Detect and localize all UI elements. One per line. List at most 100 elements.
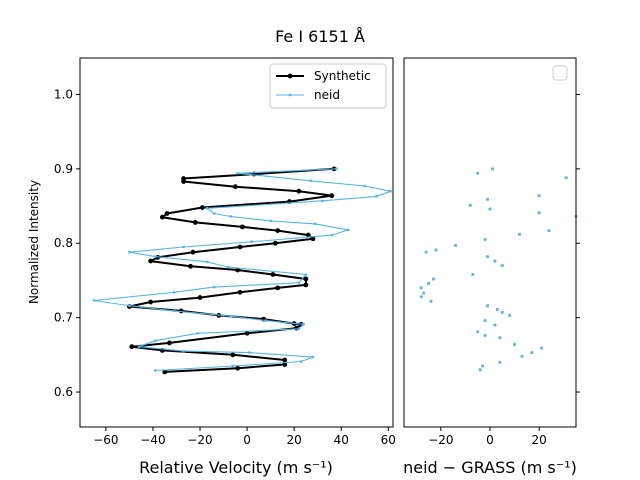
y-tick-label: 0.7 xyxy=(54,311,73,325)
residual-point xyxy=(486,197,489,201)
synthetic-point xyxy=(167,340,172,346)
neid-point xyxy=(269,219,272,223)
neid-point xyxy=(314,222,317,226)
y-tick-label: 1.0 xyxy=(54,87,73,101)
residual-point xyxy=(498,336,502,340)
residual-point xyxy=(493,259,497,263)
residual-point xyxy=(564,176,568,180)
right-panel: −20 0 20 xyxy=(403,57,580,447)
y-tick-label: 0.6 xyxy=(54,385,73,399)
synthetic-point xyxy=(235,267,241,273)
neid-point xyxy=(363,184,366,188)
x-tick-label: 0 xyxy=(243,433,251,447)
residual-point xyxy=(518,232,521,236)
x-tick-label: 40 xyxy=(334,433,349,447)
synthetic-point xyxy=(305,232,311,238)
synthetic-point xyxy=(129,344,135,350)
residual-point xyxy=(498,360,502,364)
synthetic-point xyxy=(188,263,194,269)
residual-point xyxy=(540,346,543,350)
synthetic-point xyxy=(270,272,276,277)
y-tick-label: 0.8 xyxy=(54,236,73,250)
x-tick-label: −20 xyxy=(187,433,212,447)
neid-point xyxy=(302,323,305,326)
residual-point xyxy=(488,207,492,211)
neid-point xyxy=(128,250,131,254)
y-tick-label: 0.9 xyxy=(54,162,73,176)
residual-point xyxy=(419,295,423,299)
neid-point xyxy=(92,299,96,302)
neid-point xyxy=(182,349,185,353)
residual-point xyxy=(432,277,435,281)
legend-label-synthetic: Synthetic xyxy=(314,69,371,83)
synthetic-point xyxy=(282,362,288,367)
residual-point xyxy=(508,314,512,317)
residual-point xyxy=(537,211,541,215)
synthetic-point xyxy=(275,285,281,291)
synthetic-point xyxy=(237,289,243,295)
residual-point xyxy=(476,330,480,334)
residual-point xyxy=(471,273,475,276)
x-tick-label: 20 xyxy=(287,433,302,447)
synthetic-point xyxy=(296,188,302,194)
neid-point xyxy=(172,309,176,313)
neid-point xyxy=(227,265,230,269)
residual-point xyxy=(427,282,430,285)
residual-point xyxy=(483,319,487,323)
synthetic-point xyxy=(329,193,335,199)
residual-point xyxy=(486,255,489,259)
neid-point xyxy=(154,255,157,258)
residual-point xyxy=(500,264,504,267)
residual-point xyxy=(478,368,482,372)
synthetic-point xyxy=(232,184,238,190)
residual-point xyxy=(520,354,524,358)
neid-point xyxy=(236,172,239,175)
neid-point xyxy=(309,179,312,182)
left-x-axis-label: Relative Velocity (m s⁻¹) xyxy=(139,458,333,477)
synthetic-point xyxy=(244,330,250,336)
neid-point xyxy=(375,195,378,198)
legend: Synthetic neid xyxy=(269,63,387,109)
synthetic-point xyxy=(230,352,236,358)
residual-point xyxy=(500,311,504,314)
chart-title: Fe I 6151 Å xyxy=(275,27,365,46)
residual-point xyxy=(486,304,489,308)
residual-point xyxy=(530,351,534,355)
residual-point xyxy=(491,167,494,171)
synthetic-point xyxy=(192,220,198,225)
neid-point xyxy=(297,281,301,284)
synthetic-point xyxy=(272,240,278,246)
x-tick-label: −40 xyxy=(140,433,165,447)
neid-point xyxy=(347,228,350,232)
neid-point xyxy=(248,351,251,354)
residual-point xyxy=(481,364,485,368)
y-axis-label: Normalized Intensity xyxy=(27,180,41,304)
synthetic-point xyxy=(303,282,309,288)
neid-point xyxy=(212,212,216,215)
neid-point xyxy=(212,285,216,289)
synthetic-point xyxy=(237,244,243,250)
neid-point xyxy=(154,339,157,342)
synthetic-point xyxy=(162,369,168,375)
axes-frame xyxy=(79,57,394,428)
x-tick-label: 60 xyxy=(381,433,396,447)
residual-point xyxy=(419,286,423,290)
neid-point xyxy=(250,240,253,243)
legend-marker xyxy=(287,73,293,79)
residual-point xyxy=(495,308,499,311)
neid-point xyxy=(300,360,303,363)
synthetic-point xyxy=(148,258,154,264)
residual-point xyxy=(454,244,457,247)
residual-point xyxy=(424,250,428,254)
neid-point xyxy=(264,319,268,322)
synthetic-point xyxy=(239,224,245,230)
series-line-synthetic xyxy=(128,167,335,373)
synthetic-point xyxy=(159,214,165,220)
neid-point xyxy=(231,364,235,368)
residual-point xyxy=(537,194,541,198)
synthetic-point xyxy=(282,357,288,363)
x-tick-label: −60 xyxy=(93,433,118,447)
residual-point xyxy=(429,299,433,303)
residual-point xyxy=(547,229,551,232)
